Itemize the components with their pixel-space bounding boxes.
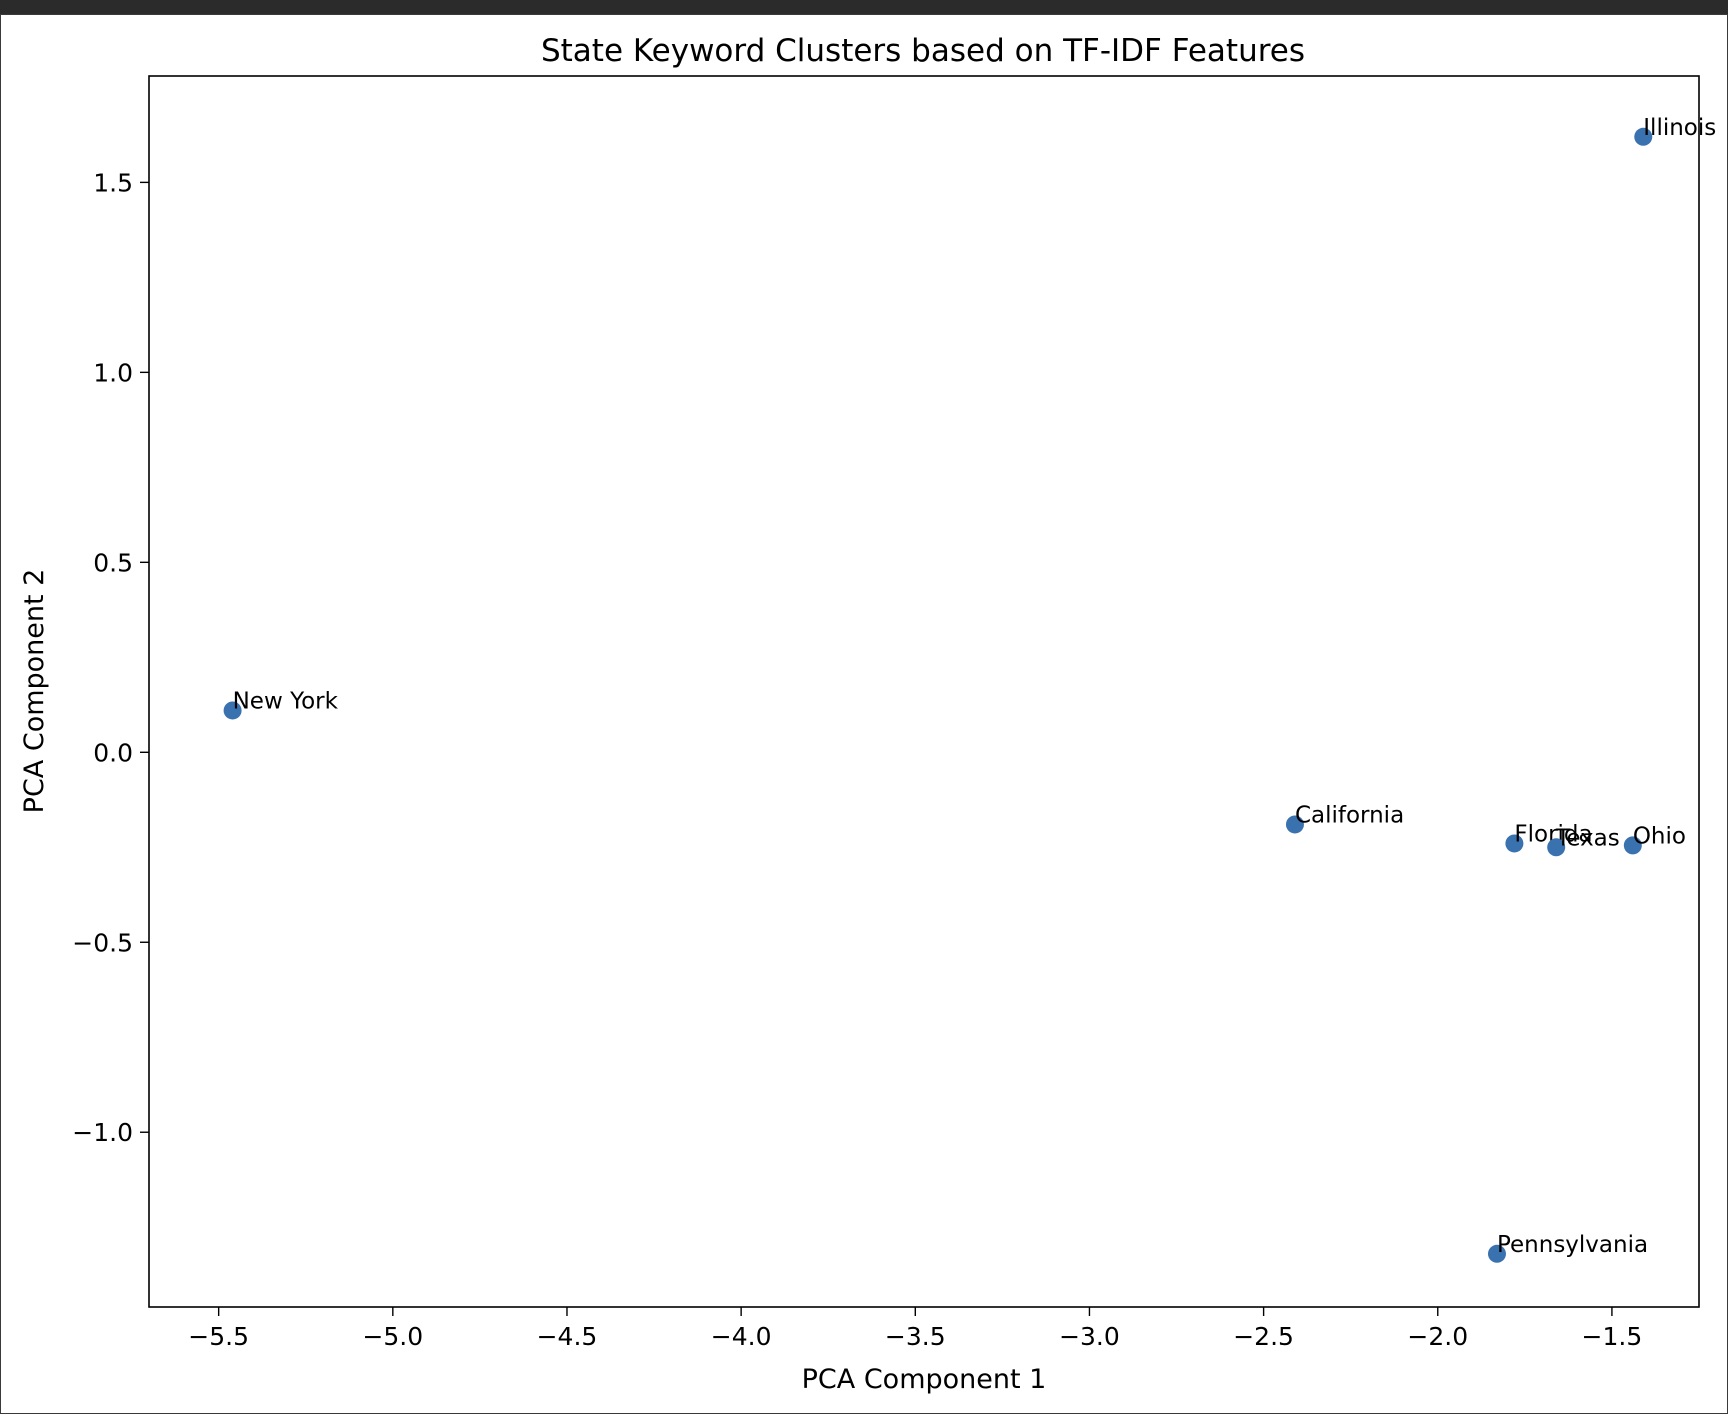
x-tick-label: −1.5 xyxy=(1582,1322,1643,1351)
x-tick-label: −5.5 xyxy=(188,1322,249,1351)
y-tick-label: 1.0 xyxy=(93,358,133,387)
y-tick-label: 0.0 xyxy=(93,738,133,767)
data-point xyxy=(223,701,242,720)
data-point xyxy=(1634,127,1653,146)
y-tick-label: 0.5 xyxy=(93,548,133,577)
data-point-label: New York xyxy=(233,688,339,714)
chart-title: State Keyword Clusters based on TF-IDF F… xyxy=(541,33,1305,69)
x-tick-label: −3.0 xyxy=(1059,1322,1120,1351)
x-tick-label: −2.5 xyxy=(1233,1322,1294,1351)
data-point-label: Illinois xyxy=(1643,115,1716,141)
x-axis-label: PCA Component 1 xyxy=(802,1364,1047,1395)
plot-area xyxy=(148,75,1700,1308)
data-point-label: California xyxy=(1295,802,1404,828)
x-tick-label: −2.0 xyxy=(1407,1322,1468,1351)
y-axis-label: PCA Component 2 xyxy=(19,569,50,814)
y-tick-label: 1.5 xyxy=(93,168,133,197)
data-point-label: Texas xyxy=(1555,825,1620,851)
data-point xyxy=(1487,1244,1506,1263)
scatter-chart: State Keyword Clusters based on TF-IDF F… xyxy=(19,33,1716,1395)
x-tick-label: −3.5 xyxy=(885,1322,946,1351)
x-tick-label: −4.5 xyxy=(537,1322,598,1351)
y-tick-label: −0.5 xyxy=(72,928,133,957)
data-point-label: Pennsylvania xyxy=(1497,1232,1648,1258)
data-point xyxy=(1505,834,1524,853)
x-tick-label: −5.0 xyxy=(362,1322,423,1351)
figure-frame: State Keyword Clusters based on TF-IDF F… xyxy=(0,14,1728,1414)
x-axis: −5.5 −5.0 −4.5 −4.0 −3.5 −3.0 −2.5 −2.0 −1.5 xyxy=(188,1307,1642,1351)
data-point-label: Ohio xyxy=(1633,823,1686,849)
data-point xyxy=(1547,838,1566,857)
data-point xyxy=(1285,815,1304,834)
data-point xyxy=(1623,836,1642,855)
x-tick-label: −4.0 xyxy=(711,1322,772,1351)
y-tick-label: −1.0 xyxy=(72,1118,133,1147)
y-axis: −1.0 −0.5 0.0 0.5 1.0 1.5 xyxy=(72,168,149,1147)
